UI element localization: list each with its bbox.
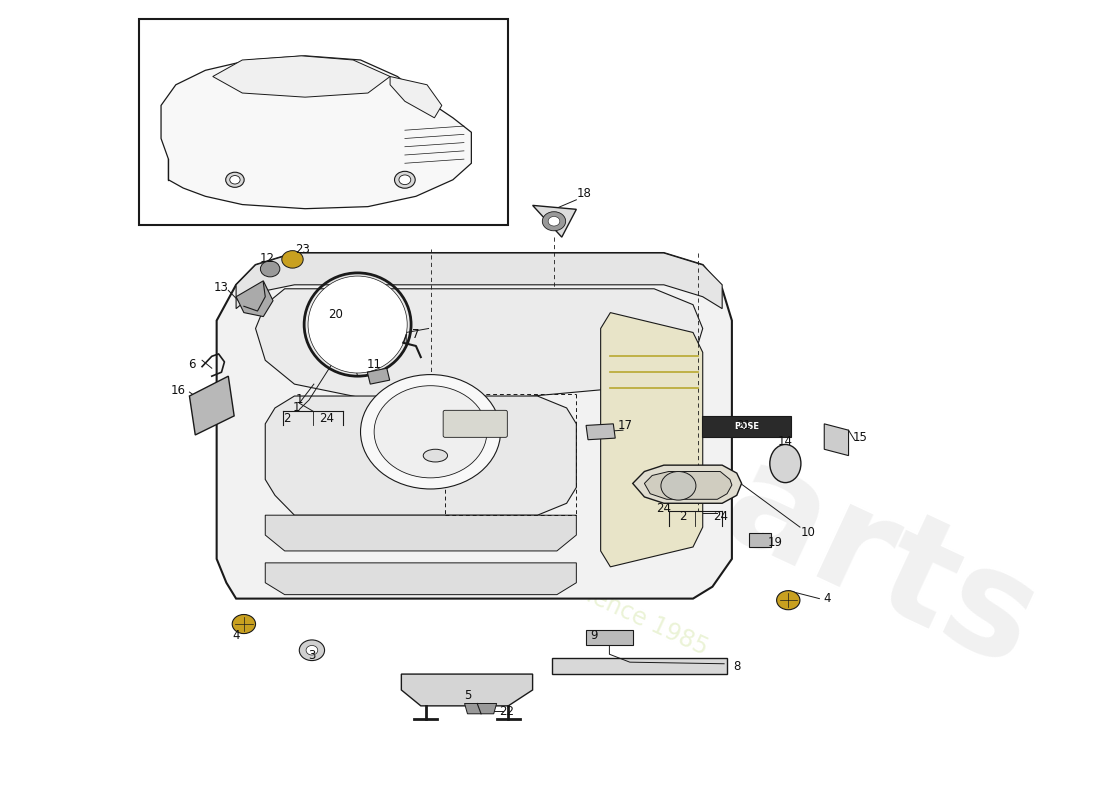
Polygon shape bbox=[402, 674, 532, 706]
Text: 15: 15 bbox=[852, 431, 868, 444]
Circle shape bbox=[542, 212, 565, 230]
Text: BOSE: BOSE bbox=[734, 422, 759, 431]
Polygon shape bbox=[532, 206, 576, 237]
Text: 18: 18 bbox=[576, 187, 592, 200]
Ellipse shape bbox=[308, 276, 407, 373]
Polygon shape bbox=[824, 424, 848, 456]
Text: 11: 11 bbox=[366, 358, 382, 370]
Text: 17: 17 bbox=[617, 419, 632, 432]
Text: a passion for excellence 1985: a passion for excellence 1985 bbox=[383, 490, 712, 660]
Text: 19: 19 bbox=[768, 537, 783, 550]
Text: 9: 9 bbox=[590, 630, 597, 642]
Text: 3: 3 bbox=[308, 650, 316, 662]
Circle shape bbox=[282, 250, 304, 268]
Text: 1: 1 bbox=[296, 394, 303, 406]
Circle shape bbox=[299, 640, 324, 661]
FancyBboxPatch shape bbox=[443, 410, 507, 438]
Text: 14: 14 bbox=[778, 435, 793, 448]
FancyBboxPatch shape bbox=[702, 416, 791, 438]
Text: 24: 24 bbox=[319, 412, 334, 425]
Circle shape bbox=[395, 171, 415, 188]
Circle shape bbox=[777, 590, 800, 610]
Circle shape bbox=[261, 261, 279, 277]
Polygon shape bbox=[161, 56, 472, 209]
Text: 24: 24 bbox=[657, 502, 671, 515]
Polygon shape bbox=[390, 77, 442, 118]
Polygon shape bbox=[367, 368, 389, 384]
Text: 1: 1 bbox=[293, 402, 300, 414]
Polygon shape bbox=[601, 313, 703, 567]
Polygon shape bbox=[265, 515, 576, 551]
Text: 20: 20 bbox=[328, 308, 343, 321]
Text: 22: 22 bbox=[499, 705, 514, 718]
Circle shape bbox=[399, 175, 410, 185]
Polygon shape bbox=[265, 396, 576, 515]
Text: 5: 5 bbox=[464, 689, 471, 702]
Text: 21: 21 bbox=[736, 419, 751, 432]
Text: 13: 13 bbox=[214, 281, 229, 294]
Text: 24: 24 bbox=[713, 510, 728, 523]
Polygon shape bbox=[749, 534, 771, 547]
Text: 7: 7 bbox=[412, 328, 420, 342]
Text: europarts: europarts bbox=[268, 230, 1059, 698]
Polygon shape bbox=[586, 424, 615, 440]
Circle shape bbox=[361, 374, 500, 489]
Circle shape bbox=[306, 646, 318, 655]
Circle shape bbox=[661, 471, 696, 500]
Text: 2: 2 bbox=[680, 510, 688, 523]
Text: 4: 4 bbox=[824, 592, 830, 605]
Text: 10: 10 bbox=[801, 526, 815, 539]
Polygon shape bbox=[586, 630, 632, 645]
Text: 6: 6 bbox=[188, 358, 196, 370]
Text: 23: 23 bbox=[295, 242, 309, 255]
Polygon shape bbox=[212, 56, 390, 97]
Polygon shape bbox=[632, 465, 741, 503]
Ellipse shape bbox=[424, 450, 448, 462]
Text: 12: 12 bbox=[260, 252, 275, 265]
Text: 8: 8 bbox=[733, 660, 740, 673]
Ellipse shape bbox=[770, 445, 801, 482]
Text: 16: 16 bbox=[170, 384, 185, 397]
Polygon shape bbox=[236, 253, 723, 309]
Circle shape bbox=[548, 217, 560, 226]
Polygon shape bbox=[464, 703, 496, 714]
Polygon shape bbox=[265, 563, 576, 594]
Polygon shape bbox=[217, 253, 732, 598]
Polygon shape bbox=[189, 376, 234, 435]
Polygon shape bbox=[236, 281, 273, 317]
Circle shape bbox=[226, 172, 244, 187]
Circle shape bbox=[374, 386, 487, 478]
Polygon shape bbox=[645, 471, 732, 499]
Bar bbox=[139, 18, 508, 226]
Polygon shape bbox=[552, 658, 727, 674]
Polygon shape bbox=[255, 289, 703, 400]
Text: 2: 2 bbox=[283, 412, 290, 425]
Circle shape bbox=[230, 175, 240, 184]
Circle shape bbox=[232, 614, 255, 634]
Text: 4: 4 bbox=[232, 630, 240, 642]
